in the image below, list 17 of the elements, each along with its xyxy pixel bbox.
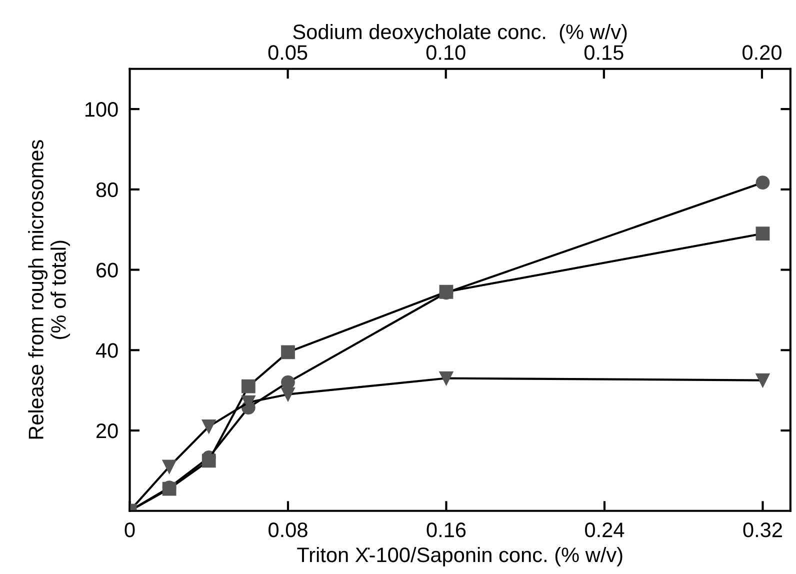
y-tick-label: 80 [96, 182, 118, 198]
x-axis-title: Triton Ẋ-100/Saponin conc. (% w/v) [297, 546, 622, 566]
y-tick-label: 20 [96, 424, 118, 438]
x2-tick-label: 0.15 [584, 45, 624, 60]
x-tick-label: 0 [124, 522, 135, 538]
y-tick-label: 40 [96, 343, 118, 358]
x-tick-label: 0.16 [426, 522, 466, 538]
y-tick-label: 100 [85, 102, 118, 117]
x2-tick-label: 0.05 [268, 45, 308, 60]
y-axis-title: Release from rough microsomes (% of total) [28, 140, 70, 439]
y-tick-label: 60 [96, 262, 118, 278]
x-tick-label: 0.24 [585, 522, 624, 538]
x-tick-label: 0.32 [743, 522, 782, 538]
x2-tick-label: 0.10 [426, 45, 466, 60]
x2-axis-title: Sodium deoxycholate conc. (% w/v) [293, 24, 627, 44]
x2-tick-label: 0.20 [742, 45, 782, 60]
x-tick-label: 0.08 [268, 522, 308, 538]
